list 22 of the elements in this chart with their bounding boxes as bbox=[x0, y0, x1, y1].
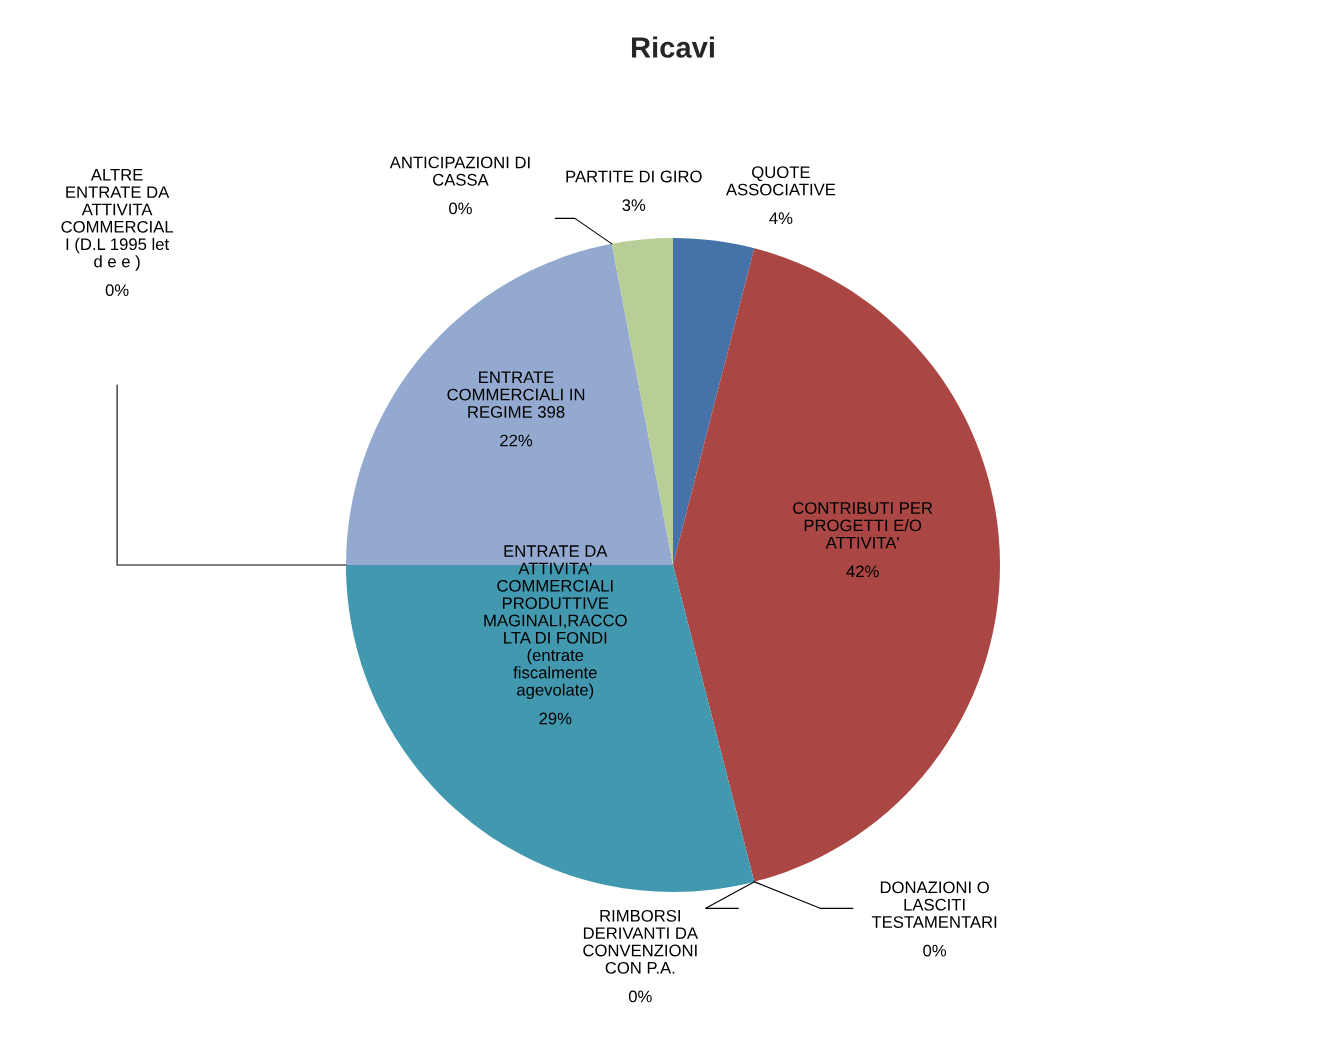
text: 0% bbox=[105, 284, 129, 297]
slice-label: QUOTE ASSOCIATIVE bbox=[725, 166, 836, 196]
category-label: ANTICIPAZIONI DI CASSA bbox=[389, 156, 530, 186]
category-label: ALTRE ENTRATE DA ATTIVITA COMMERCIAL I (D.L 1995 let d e e ) bbox=[61, 169, 174, 271]
data-label: 29% bbox=[539, 712, 572, 725]
pie-slice bbox=[673, 248, 1000, 882]
pie-slice bbox=[611, 238, 673, 565]
category-label: RIMBORSI DERIVANTI DA CONVENZIONI CON P.A. bbox=[583, 909, 698, 974]
data-label: 42% bbox=[846, 565, 879, 578]
text: 0% bbox=[628, 990, 652, 1003]
slice-label: ENTRATE COMMERCIALI IN REGIME 398 bbox=[447, 371, 585, 418]
category-label: DONAZIONI O LASCITI TESTAMENTARI bbox=[871, 881, 997, 928]
slice-label: CONTRIBUTI PER PROGETTI E/O ATTIVITA' bbox=[793, 502, 933, 549]
data-label: 3% bbox=[622, 199, 646, 211]
category-label: ENTRATE DA ATTIVITA' COMMERCIALI PRODUTTIVE MAGINALI,RACCO LTA DI FONDI (entrate fiscalmente agevolate) bbox=[484, 545, 627, 700]
slice-label: PARTITE DI GIRO bbox=[566, 170, 702, 183]
data-label: 4% bbox=[769, 212, 793, 225]
data-label: 22% bbox=[500, 434, 533, 447]
text: 0% bbox=[923, 944, 947, 957]
text: 0% bbox=[449, 202, 472, 215]
pie-slice bbox=[673, 238, 755, 565]
chart-title: Ricavi bbox=[631, 36, 714, 58]
